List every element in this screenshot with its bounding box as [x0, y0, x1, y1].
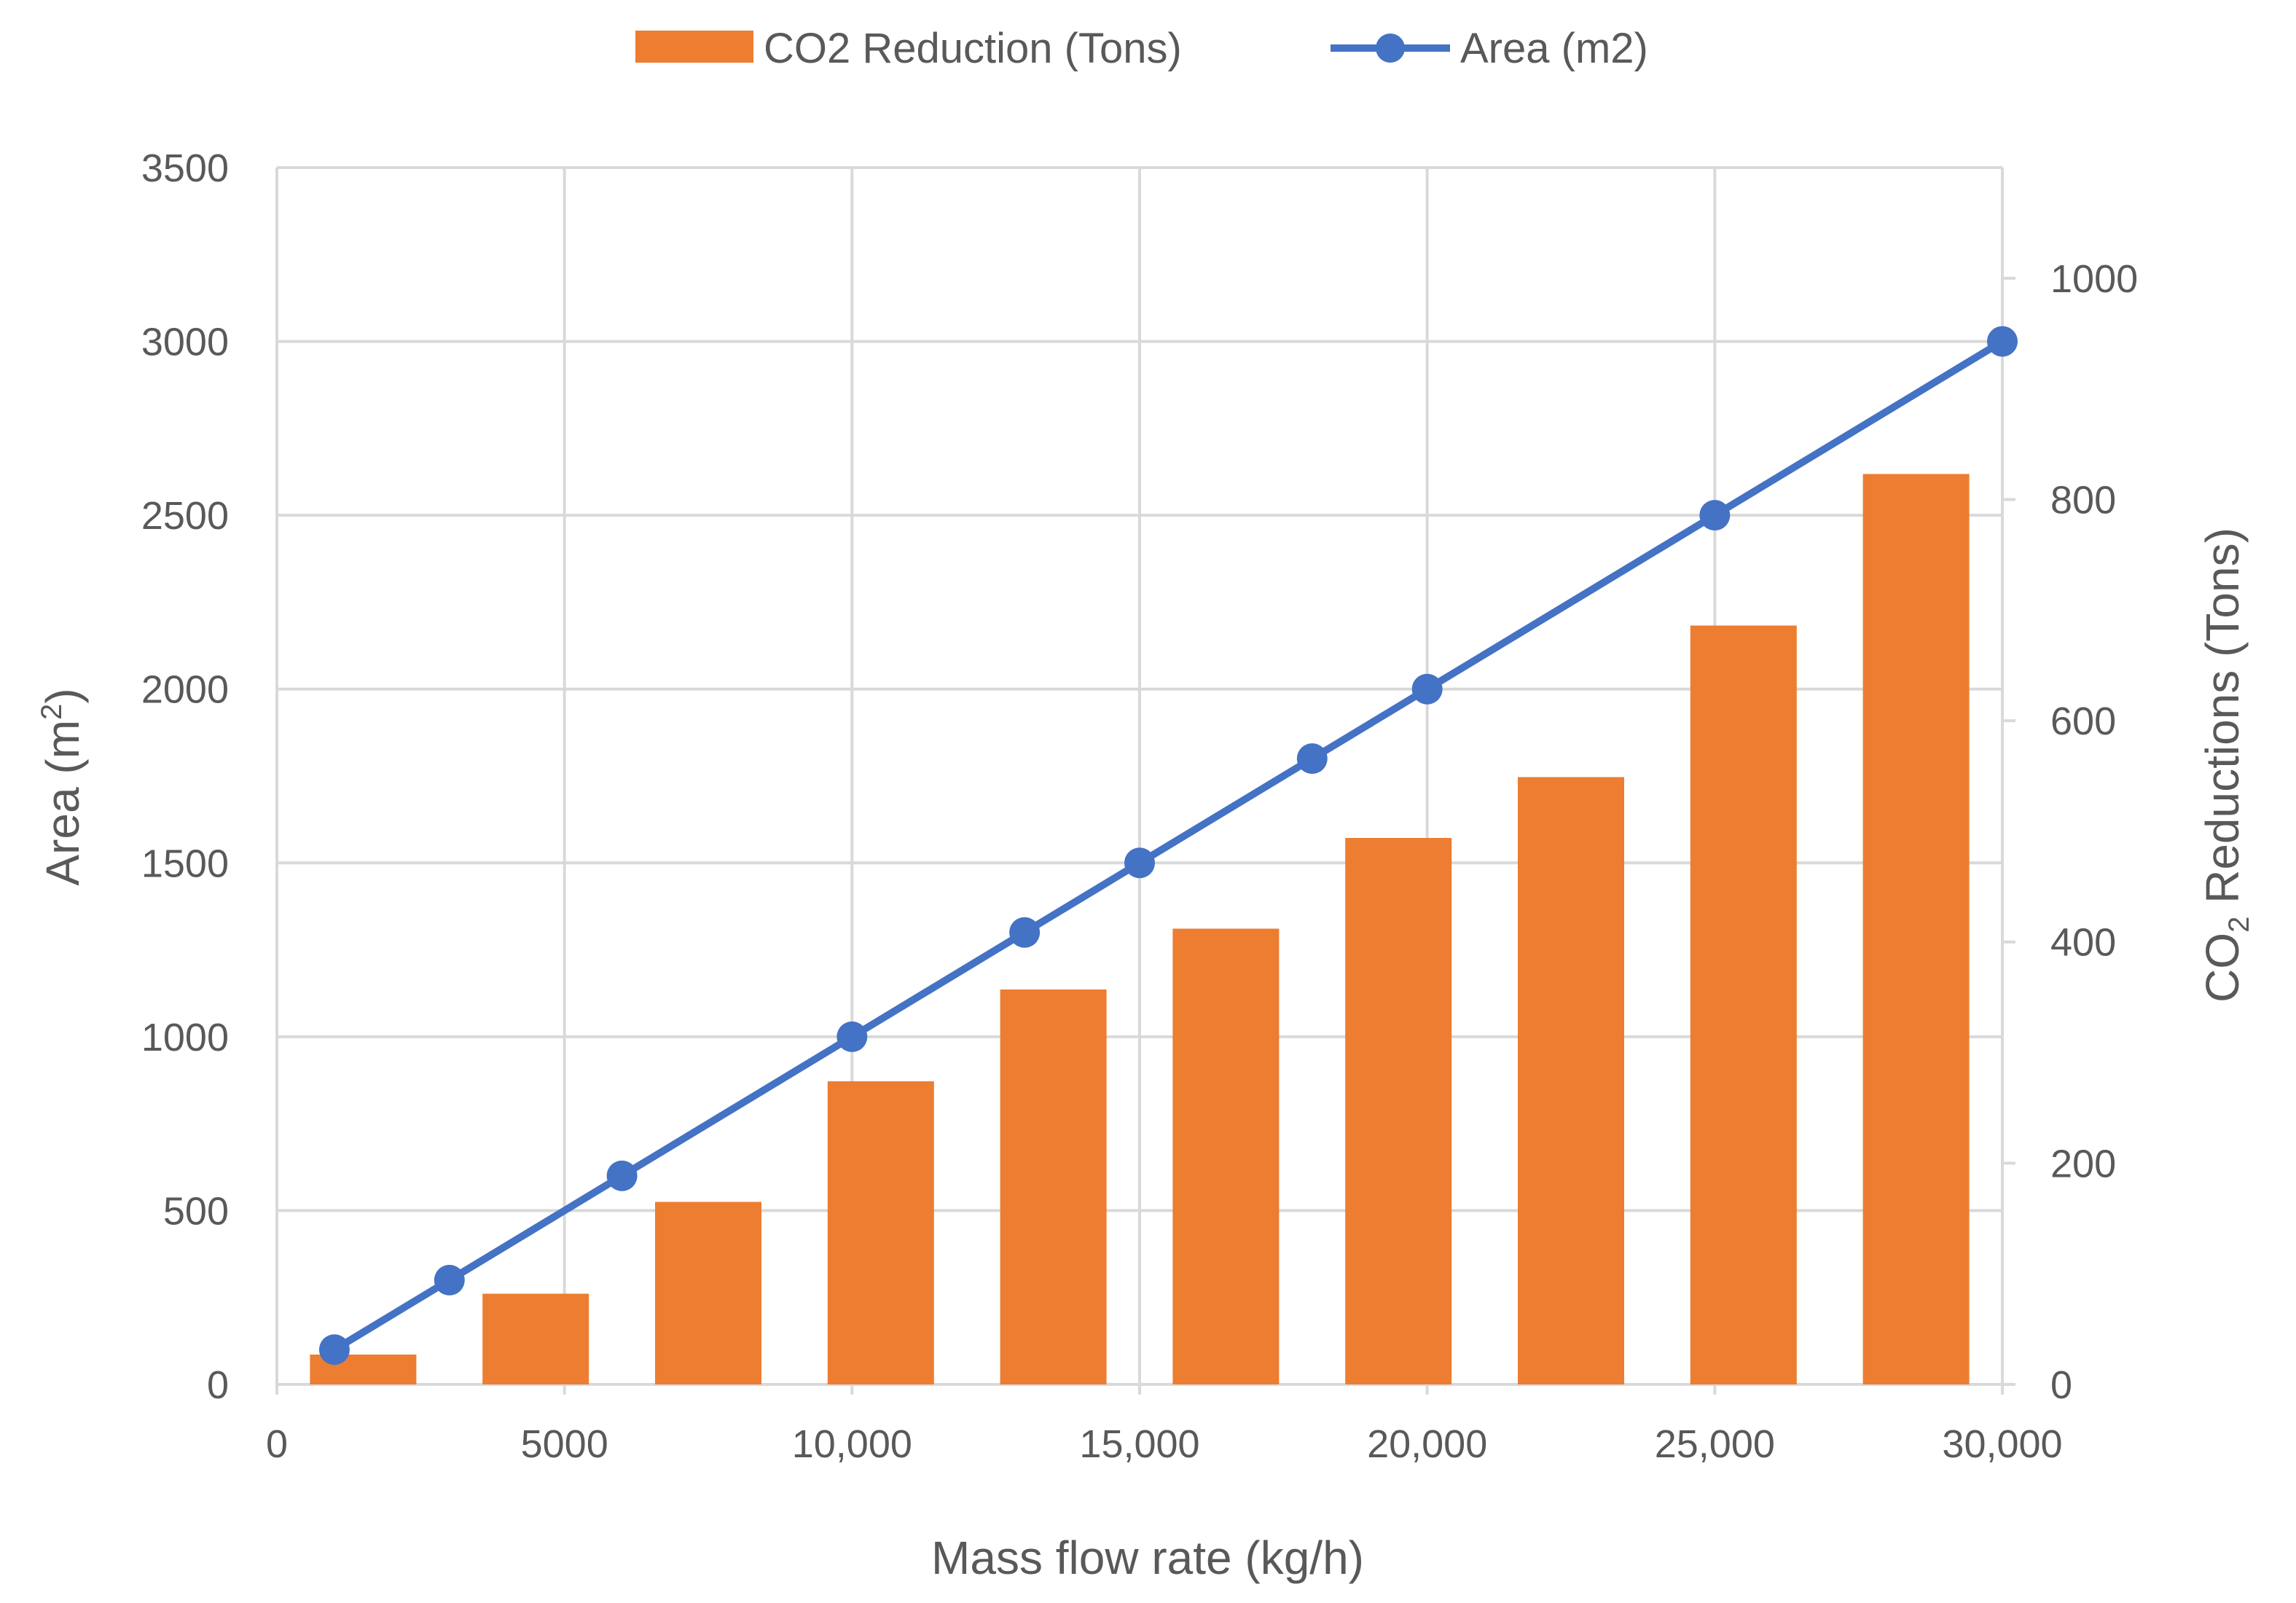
y-left-axis-title: Area (m2) [36, 688, 89, 885]
area-point [1009, 917, 1041, 948]
x-tick-label: 20,000 [1367, 1422, 1487, 1466]
legend-bar-swatch [635, 31, 753, 63]
y-right-tick-label: 0 [2050, 1363, 2072, 1407]
legend-label-co2: CO2 Reduction (Tons) [764, 25, 1182, 72]
y-left-tick-label: 0 [207, 1363, 229, 1407]
y-left-tick-label: 2000 [141, 668, 229, 712]
x-axis-ticks: 0 5000 10,000 15,000 20,000 25,000 30,000 [266, 1422, 2063, 1466]
y-right-tick-label: 600 [2050, 699, 2116, 743]
y-right-title-sub: 2 [2223, 917, 2255, 933]
x-tick-label: 15,000 [1079, 1422, 1199, 1466]
y-right-tick-label: 1000 [2050, 257, 2138, 301]
y-left-title-main: Area (m [36, 720, 89, 886]
x-axis-title: Mass flow rate (kg/h) [931, 1532, 1364, 1584]
y-left-tick-label: 3500 [141, 146, 229, 190]
bar-co2-reduction [1518, 777, 1624, 1384]
y-right-tick-label: 200 [2050, 1142, 2116, 1185]
bar-co2-reduction [827, 1081, 934, 1384]
x-tick-label: 10,000 [792, 1422, 912, 1466]
legend-label-area: Area (m2) [1460, 25, 1648, 72]
area-point [1296, 743, 1328, 775]
y-right-axis-ticks: 0 200 400 600 800 1000 [2050, 257, 2138, 1407]
y-right-tick-label: 800 [2050, 478, 2116, 522]
area-point [318, 1334, 350, 1365]
area-point [1699, 500, 1731, 531]
area-point [1411, 673, 1443, 705]
area-point [434, 1264, 465, 1296]
y-left-tick-label: 2500 [141, 494, 229, 538]
x-tick-label: 30,000 [1942, 1422, 2062, 1466]
bar-co2-reduction [1000, 989, 1107, 1384]
x-tick-label: 0 [266, 1422, 288, 1466]
bar-co2-reduction [1345, 838, 1452, 1384]
y-left-title-end: ) [36, 688, 89, 703]
area-point [606, 1160, 638, 1191]
x-tick-label: 25,000 [1655, 1422, 1775, 1466]
area-line [332, 338, 2005, 1353]
bar-co2-reduction [1172, 928, 1280, 1384]
line-series [318, 326, 2018, 1365]
y-left-tick-label: 3000 [141, 321, 229, 364]
bar-series [310, 474, 1970, 1384]
legend: CO2 Reduction (Tons) Area (m2) [635, 25, 1648, 72]
bar-co2-reduction [1690, 625, 1797, 1384]
x-tick-label: 5000 [521, 1422, 608, 1466]
y-right-axis-title: CO2 Reductions (Tons) [2196, 528, 2255, 1003]
y-right-tick-label: 400 [2050, 921, 2116, 965]
area-point [1987, 326, 2018, 357]
y-left-tick-label: 1000 [141, 1016, 229, 1059]
y-left-title-sup: 2 [36, 704, 68, 720]
bar-co2-reduction [482, 1293, 589, 1384]
y-right-title-end: Reductions (Tons) [2196, 528, 2249, 917]
bar-co2-reduction [1862, 474, 1970, 1384]
area-point [836, 1021, 868, 1052]
area-point [1124, 847, 1155, 879]
bar-co2-reduction [655, 1202, 761, 1384]
y-left-axis-ticks: 0 500 1000 1500 2000 2500 3000 3500 [141, 146, 229, 1407]
y-right-title-main: CO [2196, 933, 2249, 1003]
y-left-tick-label: 1500 [141, 842, 229, 885]
legend-line-marker [1376, 34, 1405, 63]
y-left-tick-label: 500 [163, 1189, 229, 1233]
